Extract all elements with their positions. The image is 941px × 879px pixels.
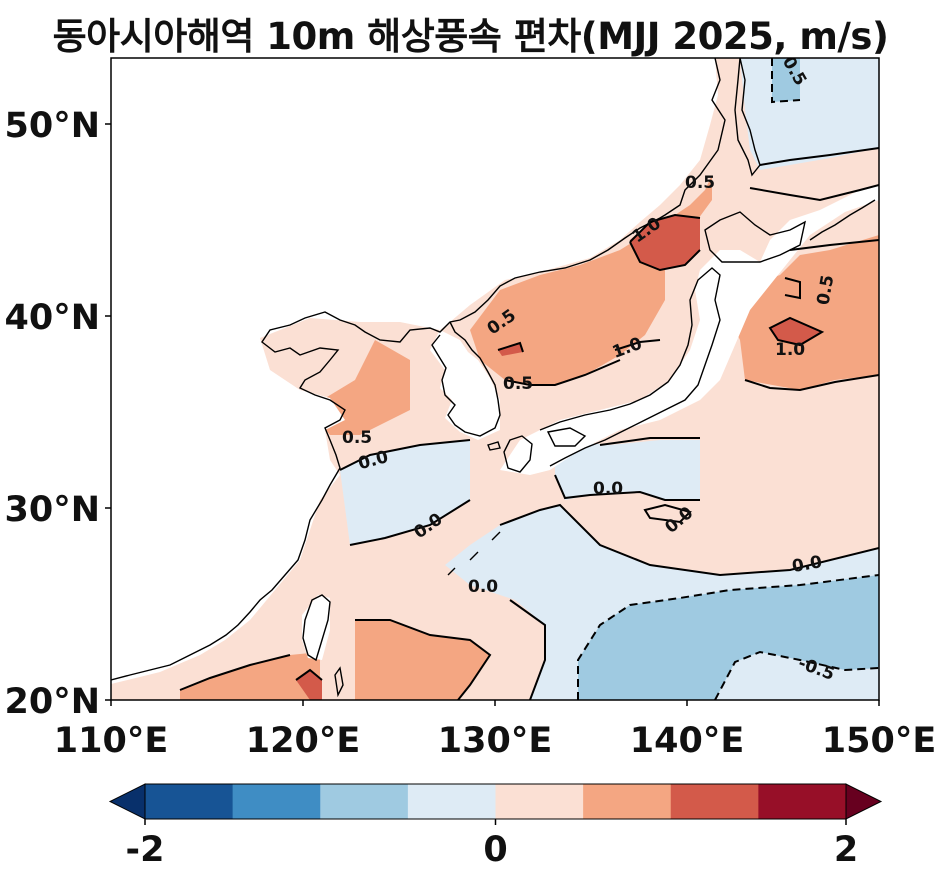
contour-neg-0.5-south [577,574,879,700]
coastline-sakhalin [734,58,761,177]
contour-1.0-pacific [768,316,825,347]
contour-1.0-japan [614,339,661,351]
colorbar-tick-label: -2 [126,830,165,870]
contour-1.0-korea [497,341,524,353]
coastline-kurils [809,199,876,241]
coastline-shikoku [546,427,587,447]
contour-label: 1.0 [775,340,805,360]
contour-lines-negative [577,58,879,700]
y-tick-label: 40°N [5,298,101,338]
contour-0.5-taiwan [355,619,492,700]
contour-0.5-scs [179,654,291,691]
y-axis-labels: 20°N 30°N 40°N 50°N [5,106,101,722]
colorbar-segment [758,784,847,819]
contour-neg-0.5-south-b [714,650,879,700]
anomaly-fill-ecs [340,440,470,545]
colorbar-extend-max [845,783,883,820]
y-tick-label: 50°N [5,106,101,146]
colorbar-tick-label: 2 [834,830,858,870]
coastline-luzon [334,666,344,698]
colorbar-segment [495,784,584,819]
colorbar-segment [670,784,759,819]
land-japan [500,185,879,475]
contour-label: 0.5 [685,173,715,193]
coastline-asia [111,58,726,681]
coastline-honshu [539,267,721,467]
land-korea [430,330,500,440]
contour-0.0-mid [554,474,700,501]
contour-1.0-hokkaido-b [629,241,701,272]
coastline-taiwan [302,594,331,662]
contour-0.5-luzon [295,668,323,681]
anomaly-fill-pacific-ne [720,235,879,390]
contour-0.5-eastsea [504,359,621,386]
x-tick-label: 110°E [54,721,168,761]
colorbar-tick-label: 0 [483,830,507,870]
map-area: 0.5 0.5 1.0 0.5 0.5 1.0 1.0 0.5 0.5 0.0 … [111,58,879,700]
contour-label: 0.0 [593,479,623,499]
anomaly-fill-luzon-strait [296,670,322,700]
land-taiwan [302,595,330,660]
x-axis-labels: 110°E 120°E 130°E 140°E 150°E [54,721,936,761]
x-tick-label: 130°E [438,721,552,761]
x-tick-label: 140°E [630,721,744,761]
anomaly-fill-eastsea [470,175,712,385]
colorbar-segment [320,784,409,819]
y-tick-label: 30°N [5,490,101,530]
contour-0.0-ecs-b [349,499,471,546]
contour-1.0-hokkaido [629,213,701,243]
anomaly-fill-south-neg [578,575,879,700]
anomaly-fill-scs [180,652,320,700]
anomaly-fill-hokkaido-w [630,215,700,270]
colorbar-extend-min [108,783,146,820]
anomaly-fill-mid [555,440,700,500]
colorbar-segment [145,784,234,819]
coastline-hokkaido [704,211,807,263]
contour-0.0-south [499,503,879,577]
x-tick-label: 120°E [246,721,360,761]
contour-0.5-box [784,277,801,300]
contour-0.5-pacific-b [744,374,879,392]
colorbar-segment [407,784,496,819]
coastline-korea [431,321,501,437]
contour-0.0-ecs [339,439,471,471]
colorbar: -2 0 2 [108,783,883,870]
map-title: 동아시아해역 10m 해상풍속 편차(MJJ 2025, m/s) [52,15,889,58]
contour-label: 0.5 [342,428,372,448]
contour-lines [179,147,879,700]
contour-0.5-north [759,147,879,166]
coastlines [111,58,876,698]
axis-tick-marks [105,123,880,706]
anomaly-fill-korea-e [498,343,523,356]
contour-0.0-south-b [509,599,546,700]
contour-neg-0.5-north [771,58,801,104]
anomaly-fill-north-neg [772,58,800,102]
colorbar-segment [232,784,321,819]
coastline-kyushu [503,435,533,473]
coastline-jeju [487,441,501,451]
contour-0.0-mid-b [599,437,700,446]
contour-label: 0.5 [503,374,533,394]
y-tick-label: 20°N [5,682,101,722]
contour-0.5-north2 [749,184,879,202]
land-asia [111,58,718,684]
coastline-ryukyu [447,531,501,576]
x-tick-label: 150°E [822,721,936,761]
contour-label: 0.0 [468,577,498,597]
contour-0.5-pacific [789,239,879,251]
contour-0.0-box [643,503,692,524]
colorbar-segment [583,784,672,819]
anomaly-fill-pacific-max [770,318,822,345]
anomaly-fill-taiwan-e [355,620,490,700]
